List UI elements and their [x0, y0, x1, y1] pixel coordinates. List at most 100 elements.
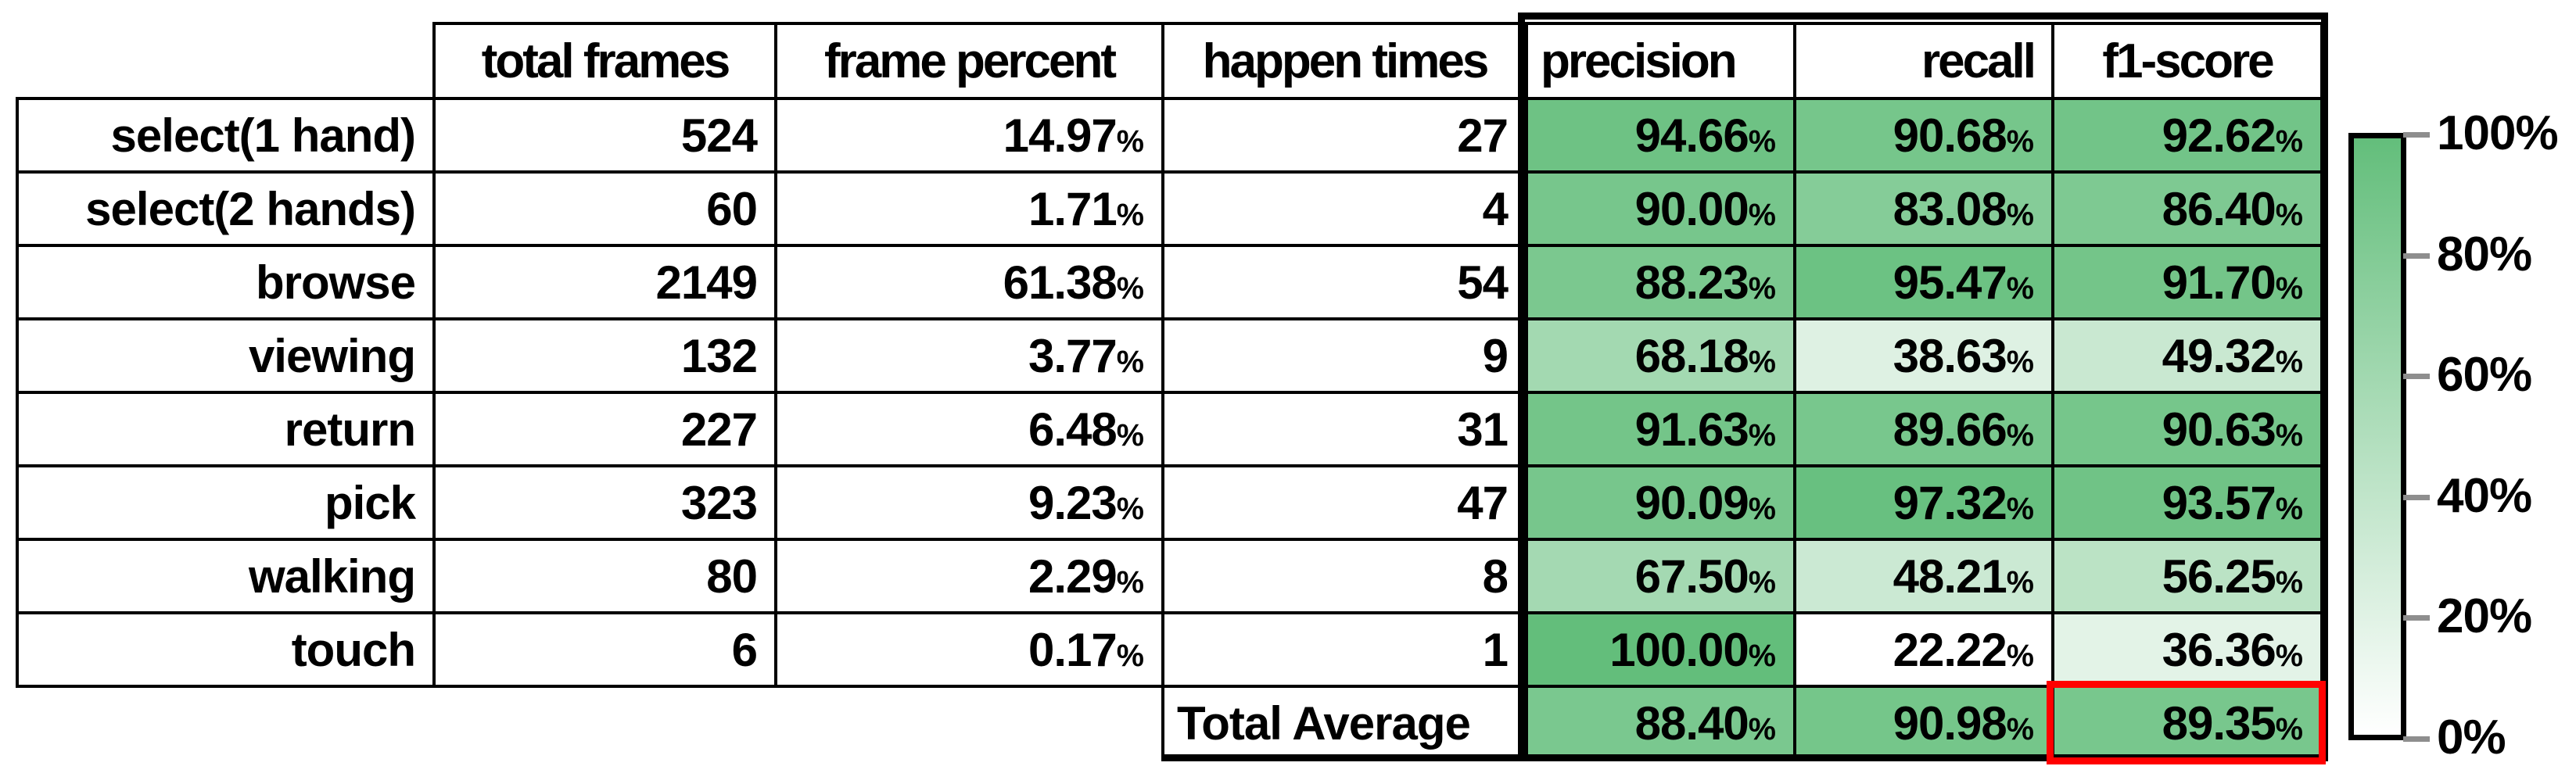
percent-sign: % — [2006, 197, 2034, 232]
total-frames-cell: 227 — [432, 391, 777, 467]
empty-cell — [434, 686, 776, 760]
colorbar-tick-label: 0% — [2437, 711, 2506, 764]
happen-times-cell: 31 — [1161, 391, 1528, 467]
recall-cell: 83.08% — [1793, 170, 2054, 247]
header-precision: precision — [1525, 22, 1796, 100]
recall-cell: 48.21% — [1793, 538, 2054, 614]
colorbar-tick-label: 80% — [2437, 227, 2532, 281]
recall-cell: 97.32% — [1793, 464, 2054, 541]
colorbar-tick-label: 20% — [2437, 589, 2532, 644]
colorbar-tick — [2403, 374, 2430, 380]
f1-cell: 90.63% — [2051, 391, 2323, 467]
percent-sign: % — [2006, 564, 2034, 600]
percent-sign: % — [1116, 638, 1144, 673]
happen-times-cell: 9 — [1161, 317, 1528, 394]
frame-percent-cell: 1.71% — [774, 170, 1164, 247]
precision-cell: 68.18% — [1525, 317, 1796, 394]
percent-sign: % — [1116, 491, 1144, 526]
percent-sign: % — [1748, 270, 1776, 306]
percent-sign: % — [2275, 564, 2303, 600]
metrics-table: total frames frame percent happen times … — [16, 22, 2323, 761]
table-row: select(2 hands) 60 1.71% 4 90.00% 83.08% 86.40… — [16, 170, 2323, 247]
total-f1-cell: 89.35% — [2051, 685, 2323, 761]
happen-times-cell: 27 — [1161, 97, 1528, 174]
table-row: touch 6 0.17% 1 100.00% 22.22% 36.36% — [16, 611, 2323, 688]
percent-sign: % — [2275, 270, 2303, 306]
row-label: pick — [16, 464, 436, 541]
colorbar-tick — [2403, 615, 2430, 621]
colorbar-tick — [2403, 736, 2430, 742]
happen-times-cell: 4 — [1161, 170, 1528, 247]
row-label: touch — [16, 611, 436, 688]
percent-sign: % — [1116, 417, 1144, 453]
row-label: select(2 hands) — [16, 170, 436, 247]
table-row: viewing 132 3.77% 9 68.18% 38.63% 49.32% — [16, 317, 2323, 394]
f1-cell: 92.62% — [2051, 97, 2323, 174]
total-frames-cell: 60 — [432, 170, 777, 247]
row-label: viewing — [16, 317, 436, 394]
total-recall-cell: 90.98% — [1793, 685, 2054, 761]
total-frames-cell: 132 — [432, 317, 777, 394]
precision-cell: 94.66% — [1525, 97, 1796, 174]
frame-percent-cell: 2.29% — [774, 538, 1164, 614]
total-average-row: Total Average 88.40% 90.98% 89.35% — [17, 685, 2323, 761]
f1-cell: 49.32% — [2051, 317, 2323, 394]
percent-sign: % — [1748, 491, 1776, 526]
colorbar-tick-label: 100% — [2437, 106, 2559, 160]
percent-sign: % — [1748, 344, 1776, 379]
percent-sign: % — [2006, 270, 2034, 306]
percent-sign: % — [2275, 124, 2303, 159]
percent-sign: % — [1116, 564, 1144, 600]
precision-cell: 90.09% — [1525, 464, 1796, 541]
header-frame-percent: frame percent — [774, 22, 1164, 100]
percent-sign: % — [2006, 417, 2034, 453]
total-frames-cell: 80 — [432, 538, 777, 614]
percent-sign: % — [2275, 417, 2303, 453]
percent-sign: % — [2006, 711, 2034, 746]
percent-sign: % — [1116, 270, 1144, 306]
percent-sign: % — [2275, 197, 2303, 232]
frame-percent-cell: 3.77% — [774, 317, 1164, 394]
happen-times-cell: 8 — [1161, 538, 1528, 614]
percent-sign: % — [1748, 564, 1776, 600]
frame-percent-cell: 6.48% — [774, 391, 1164, 467]
table-row: return 227 6.48% 31 91.63% 89.66% 90.63% — [16, 391, 2323, 467]
recall-cell: 95.47% — [1793, 244, 2054, 320]
happen-times-cell: 1 — [1161, 611, 1528, 688]
recall-cell: 89.66% — [1793, 391, 2054, 467]
colorbar-tick-label: 60% — [2437, 348, 2532, 403]
percent-sign: % — [1748, 638, 1776, 673]
percent-sign: % — [2006, 638, 2034, 673]
recall-cell: 22.22% — [1793, 611, 2054, 688]
happen-times-cell: 47 — [1161, 464, 1528, 541]
row-label: browse — [16, 244, 436, 320]
percent-sign: % — [2275, 491, 2303, 526]
total-frames-cell: 2149 — [432, 244, 777, 320]
total-frames-cell: 6 — [432, 611, 777, 688]
color-scale-bar — [2348, 133, 2406, 740]
table-row: walking 80 2.29% 8 67.50% 48.21% 56.25% — [16, 538, 2323, 614]
header-recall: recall — [1793, 22, 2054, 100]
table-row: pick 323 9.23% 47 90.09% 97.32% 93.57% — [16, 464, 2323, 541]
total-average-label: Total Average — [1161, 685, 1528, 761]
colorbar-tick — [2403, 132, 2430, 138]
header-total-frames: total frames — [432, 22, 777, 100]
empty-cell — [17, 686, 434, 760]
recall-cell: 90.68% — [1793, 97, 2054, 174]
percent-sign: % — [2275, 711, 2303, 746]
header-happen-times: happen times — [1161, 22, 1528, 100]
f1-cell: 36.36% — [2051, 611, 2323, 688]
table-row: select(1 hand) 524 14.97% 27 94.66% 90.68% 92.… — [16, 97, 2323, 174]
percent-sign: % — [1116, 124, 1144, 159]
percent-sign: % — [2006, 344, 2034, 379]
header-empty-corner — [17, 23, 434, 98]
percent-sign: % — [2006, 491, 2034, 526]
percent-sign: % — [2275, 344, 2303, 379]
row-label: select(1 hand) — [16, 97, 436, 174]
frame-percent-cell: 9.23% — [774, 464, 1164, 541]
table-row: browse 2149 61.38% 54 88.23% 95.47% 91.70% — [16, 244, 2323, 320]
frame-percent-cell: 14.97% — [774, 97, 1164, 174]
row-label: return — [16, 391, 436, 467]
precision-cell: 91.63% — [1525, 391, 1796, 467]
